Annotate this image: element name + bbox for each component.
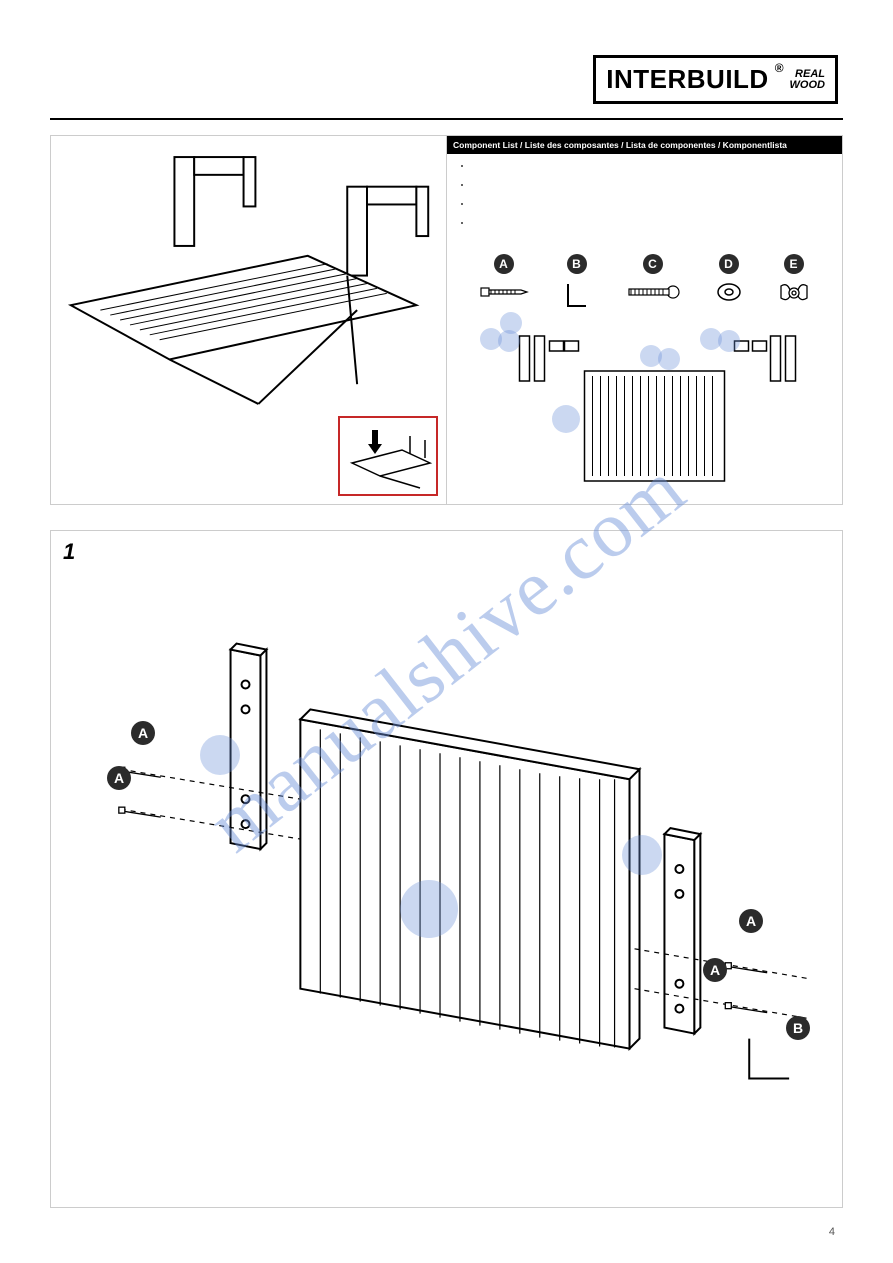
label-A: A xyxy=(494,254,514,274)
callout-A: A xyxy=(739,909,763,933)
wingnut-icon xyxy=(777,280,811,304)
brand-tag-bottom: WOOD xyxy=(790,80,825,91)
product-illustration-panel xyxy=(50,135,447,505)
brand-tagline: REAL WOOD xyxy=(790,69,825,91)
label-E: E xyxy=(784,254,804,274)
upper-panels: Component List / Liste des composantes /… xyxy=(50,135,843,505)
label-D: D xyxy=(719,254,739,274)
list-item xyxy=(471,219,828,226)
exploded-view-small xyxy=(457,326,832,496)
callout-A: A xyxy=(131,721,155,745)
label-C: C xyxy=(643,254,663,274)
list-item xyxy=(471,181,828,188)
hardware-row: A B xyxy=(447,254,842,314)
component-bullets xyxy=(447,154,842,246)
list-item xyxy=(471,162,828,169)
hardware-C: C xyxy=(625,254,681,314)
callout-A: A xyxy=(107,766,131,790)
bolt-icon xyxy=(625,280,681,304)
step1-drawing xyxy=(51,531,842,1207)
component-list-panel: Component List / Liste des composantes /… xyxy=(447,135,843,505)
hardware-E: E xyxy=(777,254,811,314)
exploded-small-svg xyxy=(457,326,832,496)
brand-registered: ® xyxy=(775,61,784,75)
screw-icon xyxy=(479,280,529,304)
page: INTERBUILD ® REAL WOOD xyxy=(0,0,893,1263)
callout-A: A xyxy=(703,958,727,982)
step-panel: 1 xyxy=(50,530,843,1208)
hardware-D: D xyxy=(714,254,744,314)
callout-B: B xyxy=(786,1016,810,1040)
list-item xyxy=(471,200,828,207)
hexkey-icon xyxy=(562,280,592,314)
brand-name: INTERBUILD xyxy=(606,64,768,95)
hardware-B: B xyxy=(562,254,592,314)
label-B: B xyxy=(567,254,587,274)
brand-tag-top: REAL xyxy=(795,69,825,80)
warning-inset xyxy=(338,416,438,496)
brand-logo: INTERBUILD ® REAL WOOD xyxy=(593,55,838,104)
hardware-A: A xyxy=(479,254,529,314)
divider-line xyxy=(50,118,843,120)
page-number: 4 xyxy=(829,1226,835,1238)
fold-direction-icon xyxy=(340,418,440,498)
component-list-header: Component List / Liste des composantes /… xyxy=(447,136,842,154)
washer-icon xyxy=(714,280,744,304)
